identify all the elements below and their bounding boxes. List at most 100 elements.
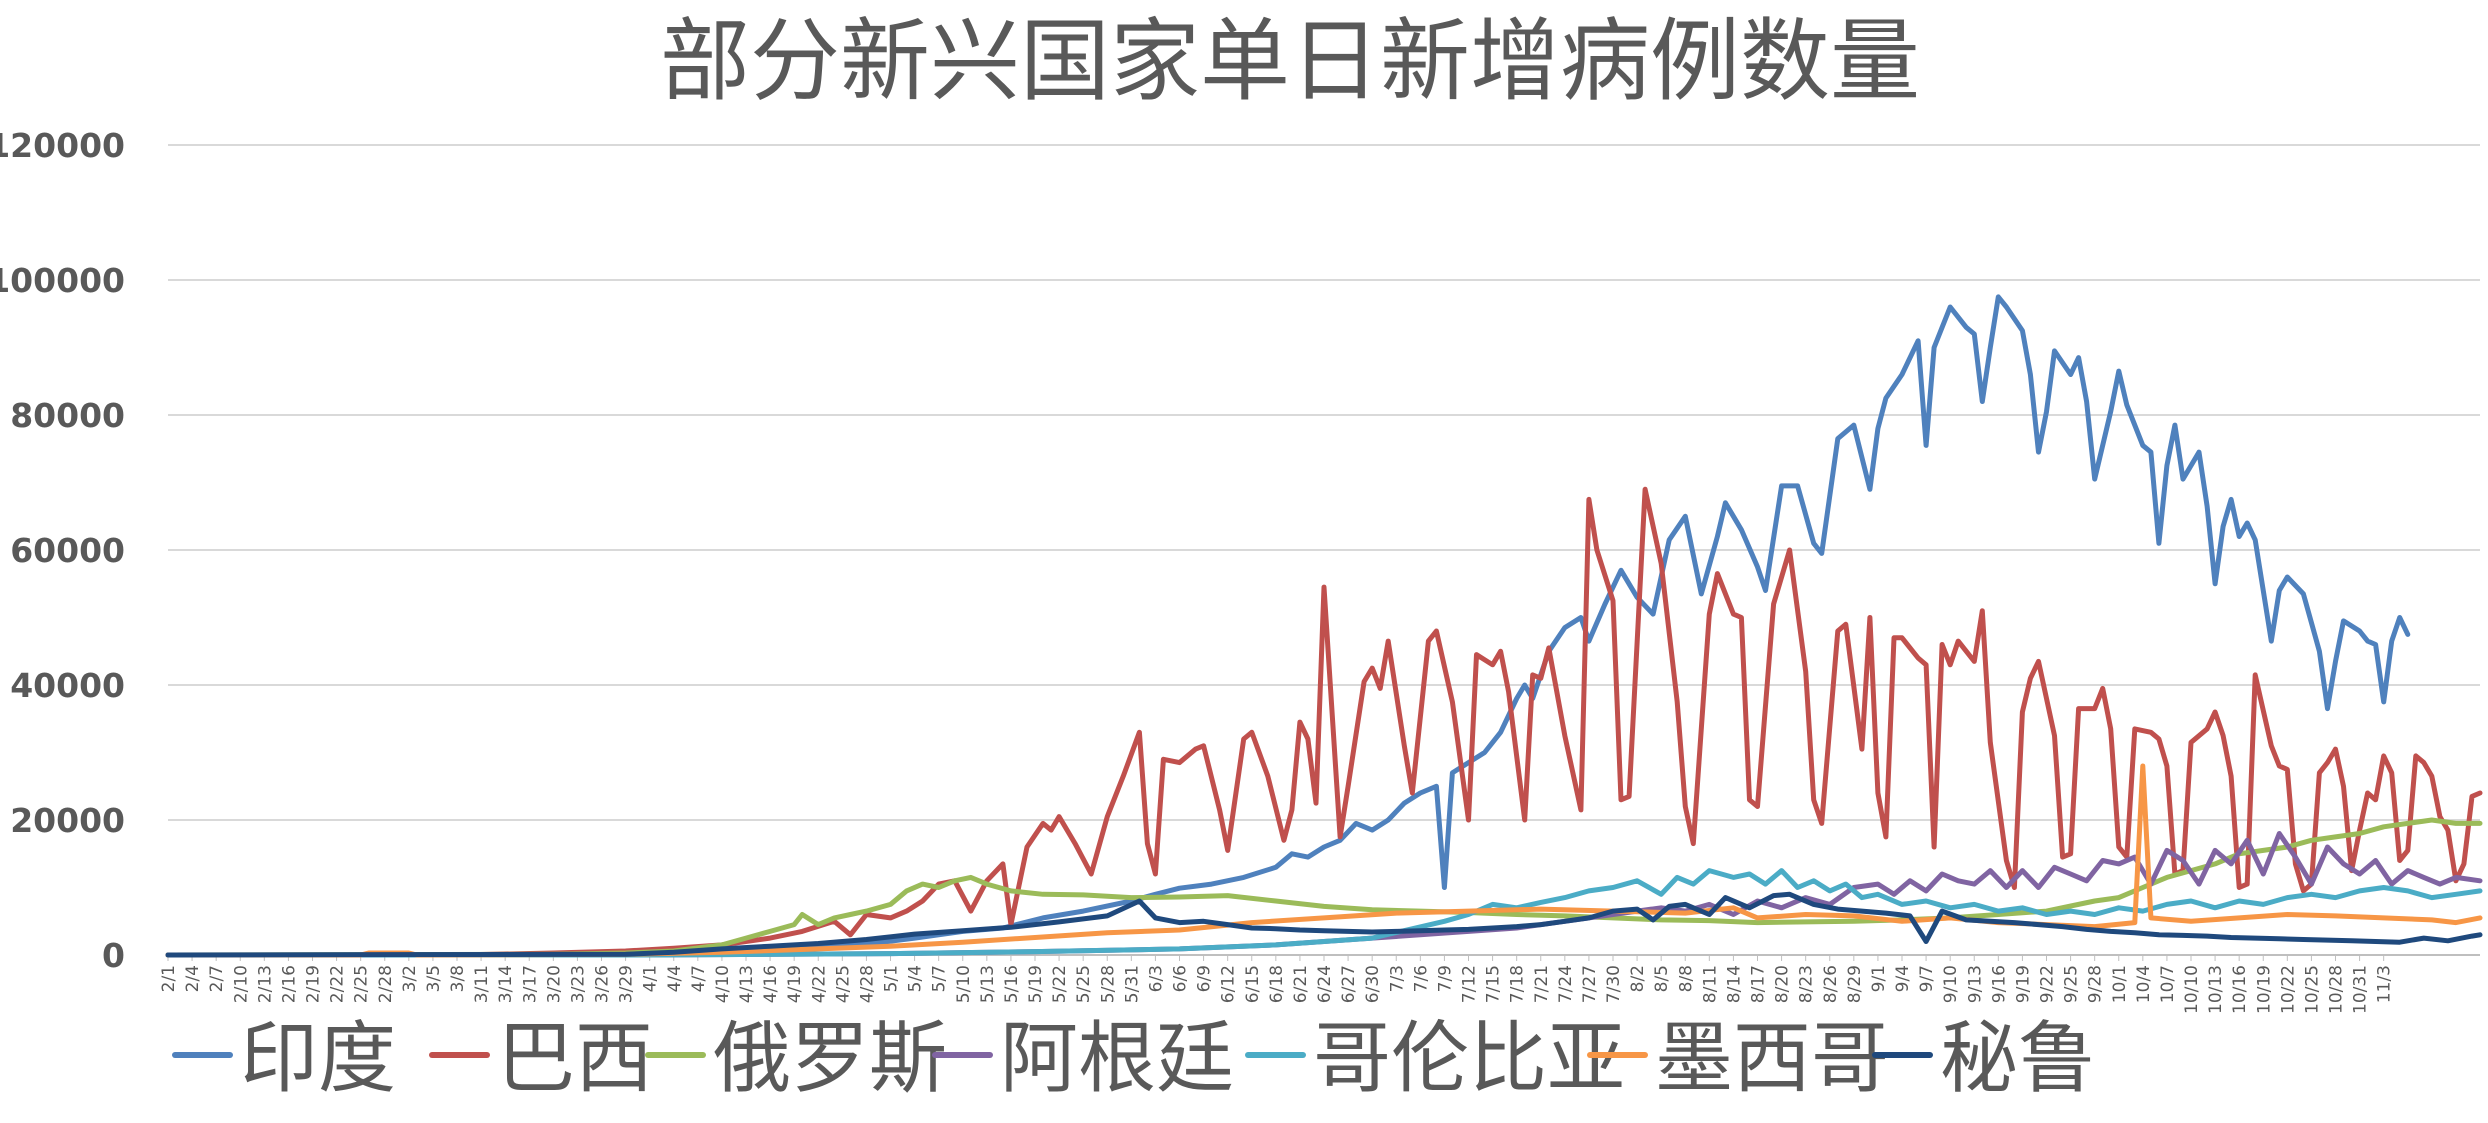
y-tick-label: 20000 (10, 801, 125, 840)
x-tick-label: 7/3 (1387, 965, 1407, 992)
x-tick-label: 7/18 (1508, 965, 1528, 1003)
x-tick-label: 10/10 (2182, 965, 2202, 1014)
x-tick-label: 7/27 (1580, 965, 1600, 1003)
x-tick-label: 9/13 (1965, 965, 1985, 1003)
x-tick-label: 8/23 (1797, 965, 1817, 1003)
y-tick-label: 0 (102, 936, 125, 975)
x-tick-label: 10/16 (2230, 965, 2250, 1014)
x-tick-label: 8/17 (1749, 965, 1769, 1003)
x-tick-label: 6/6 (1171, 965, 1191, 992)
y-tick-label: 80000 (10, 396, 125, 435)
x-tick-label: 4/22 (809, 965, 829, 1003)
x-tick-label: 3/2 (400, 965, 420, 992)
x-tick-label: 5/10 (954, 965, 974, 1003)
x-tick-label: 7/9 (1435, 965, 1455, 992)
x-tick-label: 2/28 (376, 965, 396, 1003)
x-tick-label: 2/25 (352, 965, 372, 1003)
x-tick-label: 9/10 (1941, 965, 1961, 1003)
legend-label: 哥伦比亚 (1313, 1014, 1625, 1104)
x-tick-label: 2/22 (328, 965, 348, 1003)
y-axis-ticks: 0 20000 40000 60000 80000 100000 120000 (0, 126, 125, 975)
x-tick-label: 8/20 (1773, 965, 1793, 1003)
x-tick-label: 7/15 (1484, 965, 1504, 1003)
y-tick-label: 60000 (10, 531, 125, 570)
x-tick-label: 4/10 (713, 965, 733, 1003)
series-line-墨西哥 (165, 763, 2483, 958)
x-tick-label: 3/29 (617, 965, 637, 1003)
legend-label: 巴西 (497, 1014, 653, 1104)
x-tick-label: 2/1 (159, 965, 179, 992)
x-tick-label: 4/1 (641, 965, 661, 992)
x-tick-label: 6/18 (1267, 965, 1287, 1003)
x-tick-label: 10/25 (2302, 965, 2322, 1014)
x-tick-label: 6/9 (1195, 965, 1215, 992)
x-tick-label: 4/7 (689, 965, 709, 992)
x-tick-label: 10/13 (2206, 965, 2226, 1014)
series-line-巴西 (165, 486, 2483, 958)
x-tick-label: 10/28 (2327, 965, 2347, 1014)
x-tick-label: 7/12 (1460, 965, 1480, 1003)
legend-label: 秘鲁 (1940, 1014, 2096, 1104)
x-tick-label: 9/22 (2038, 965, 2058, 1003)
x-tick-label: 10/31 (2351, 965, 2371, 1014)
x-tick-label: 4/25 (833, 965, 853, 1003)
x-tick-label: 6/21 (1291, 965, 1311, 1003)
x-tick-label: 5/19 (1026, 965, 1046, 1003)
x-tick-label: 9/16 (1989, 965, 2009, 1003)
x-tick-label: 8/26 (1821, 965, 1841, 1003)
y-tick-label: 40000 (10, 666, 125, 705)
x-tick-label: 6/30 (1363, 965, 1383, 1003)
x-tick-label: 6/3 (1146, 965, 1166, 992)
x-tick-label: 5/1 (882, 965, 902, 992)
x-tick-label: 2/7 (207, 965, 227, 992)
legend-label: 阿根廷 (1000, 1014, 1234, 1104)
x-tick-label: 4/16 (761, 965, 781, 1003)
x-tick-label: 3/26 (593, 965, 613, 1003)
x-tick-label: 2/10 (231, 965, 251, 1003)
legend-label: 印度 (240, 1014, 396, 1104)
x-tick-label: 9/4 (1893, 965, 1913, 992)
x-tick-label: 3/8 (448, 965, 468, 992)
x-tick-label: 8/11 (1700, 965, 1720, 1003)
x-tick-label: 3/20 (544, 965, 564, 1003)
series-line-哥伦比亚 (165, 868, 2483, 958)
x-tick-label: 9/25 (2062, 965, 2082, 1003)
chart-title: 部分新兴国家单日新增病例数量 (660, 9, 1920, 114)
x-tick-label: 11/3 (2375, 965, 2395, 1003)
x-tick-label: 10/7 (2158, 965, 2178, 1003)
gridlines (168, 144, 2480, 956)
x-tick-label: 8/2 (1628, 965, 1648, 992)
x-tick-label: 6/12 (1219, 965, 1239, 1003)
x-tick-label: 7/6 (1411, 965, 1431, 992)
x-tick-label: 10/22 (2278, 965, 2298, 1014)
x-tick-label: 6/15 (1243, 965, 1263, 1003)
x-tick-label: 10/1 (2110, 965, 2130, 1003)
x-tick-label: 5/13 (978, 965, 998, 1003)
x-tick-label: 7/21 (1532, 965, 1552, 1003)
legend-label: 墨西哥 (1655, 1014, 1889, 1104)
x-tick-label: 3/17 (520, 965, 540, 1003)
x-tick-label: 6/24 (1315, 965, 1335, 1003)
x-tick-label: 5/25 (1074, 965, 1094, 1003)
x-tick-label: 2/16 (279, 965, 299, 1003)
x-tick-label: 8/5 (1652, 965, 1672, 992)
x-tick-label: 4/4 (665, 965, 685, 992)
x-tick-label: 10/4 (2134, 965, 2154, 1003)
series-line-印度 (165, 294, 2411, 958)
x-tick-label: 2/13 (255, 965, 275, 1003)
x-axis-ticks: 2/1 2/4 2/7 2/10 2/13 2/16 2/19 2/22 2/25 2/28 3/2… (159, 955, 2395, 1014)
y-tick-label: 100000 (0, 261, 125, 300)
x-tick-label: 9/19 (2013, 965, 2033, 1003)
x-tick-label: 4/19 (785, 965, 805, 1003)
x-tick-label: 2/4 (183, 965, 203, 992)
legend: 印度 巴西 俄罗斯 阿根廷 哥伦比亚 墨西哥 秘鲁 (172, 1014, 2096, 1104)
y-tick-label: 120000 (0, 126, 125, 165)
x-tick-label: 8/8 (1676, 965, 1696, 992)
x-tick-label: 5/31 (1122, 965, 1142, 1003)
x-tick-label: 5/4 (906, 965, 926, 992)
x-tick-label: 5/22 (1050, 965, 1070, 1003)
x-tick-label: 5/16 (1002, 965, 1022, 1003)
x-tick-label: 4/28 (857, 965, 877, 1003)
